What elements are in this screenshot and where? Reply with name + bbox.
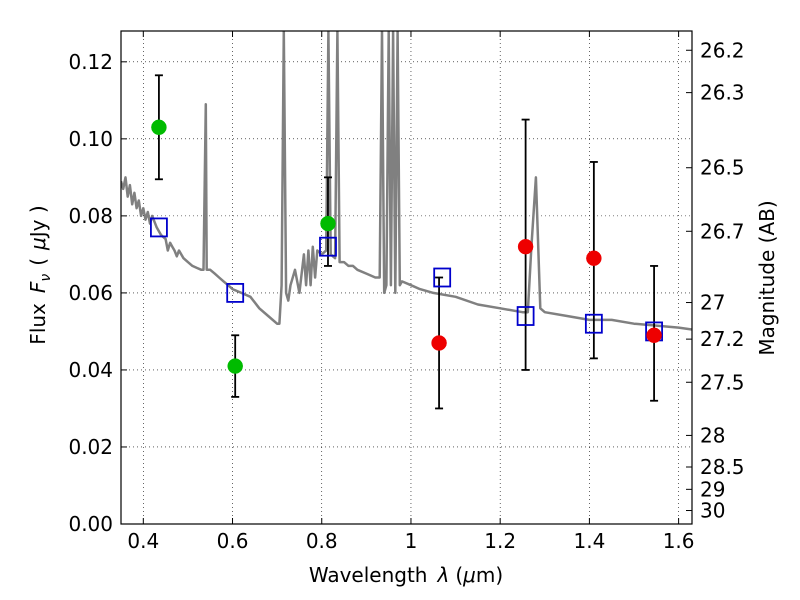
- mag-tick-label: 28.5: [700, 455, 745, 479]
- detection-point: [517, 238, 534, 255]
- y-tick-label: 0.06: [68, 281, 113, 305]
- mag-tick-label: 26.3: [700, 81, 745, 105]
- mag-tick-label: 28: [700, 423, 725, 447]
- x-tick-label: 0.6: [217, 529, 249, 553]
- tick-layer: 0.4 0.6 0.8 1 1.2 1.4 1.6 0.00 0.02 0.04 0.06 0.08 0…: [68, 31, 745, 553]
- y-tick-label: 0.10: [68, 127, 113, 151]
- mag-tick-label: 26.2: [700, 38, 745, 62]
- y2-axis-label: Magnitude (AB): [755, 200, 779, 355]
- x-tick-label: 1.4: [573, 529, 605, 553]
- x-tick-label: 1.2: [484, 529, 516, 553]
- model-square: [516, 306, 535, 326]
- spectrum-line: [121, 31, 692, 331]
- plot-frame: [120, 30, 693, 525]
- y-tick-label: 0.12: [68, 50, 113, 74]
- mag-tick-label: 26.5: [700, 156, 745, 180]
- detection-point: [320, 215, 336, 232]
- model-square: [226, 283, 245, 303]
- detection-point: [646, 327, 662, 344]
- x-tick-label: 1: [405, 529, 418, 553]
- model-square: [433, 267, 452, 288]
- mag-tick-label: 30: [700, 499, 725, 523]
- model-square: [319, 236, 337, 257]
- x-tick-label: 1.6: [663, 529, 695, 553]
- spectrum-layer: [121, 31, 692, 331]
- mag-tick-label: 27.5: [700, 370, 745, 394]
- mag-tick-label: 27.2: [700, 327, 745, 351]
- x-axis-label: Wavelength λ (μm): [309, 563, 503, 587]
- detection-point: [431, 335, 447, 351]
- model-square-layer: [150, 217, 663, 342]
- detection-point: [227, 358, 243, 374]
- model-square: [584, 313, 603, 334]
- mag-tick-label: 27: [700, 291, 725, 315]
- x-tick-label: 0.4: [127, 529, 159, 553]
- y-tick-label: 0.04: [68, 358, 113, 382]
- x-tick-label: 0.8: [306, 529, 338, 553]
- y-axis-label: FluxFν(μJy ): [26, 205, 54, 344]
- detection-point-layer: [151, 119, 662, 374]
- y-tick-label: 0.02: [68, 435, 113, 459]
- y-tick-label: 0.00: [68, 512, 113, 536]
- mag-tick-label: 26.7: [700, 219, 745, 243]
- detection-point: [151, 119, 167, 136]
- y-tick-label: 0.08: [68, 204, 113, 228]
- errorbar-layer: [154, 74, 659, 410]
- mag-tick-label: 29: [700, 477, 725, 501]
- model-square: [150, 217, 168, 238]
- detection-point: [586, 250, 602, 266]
